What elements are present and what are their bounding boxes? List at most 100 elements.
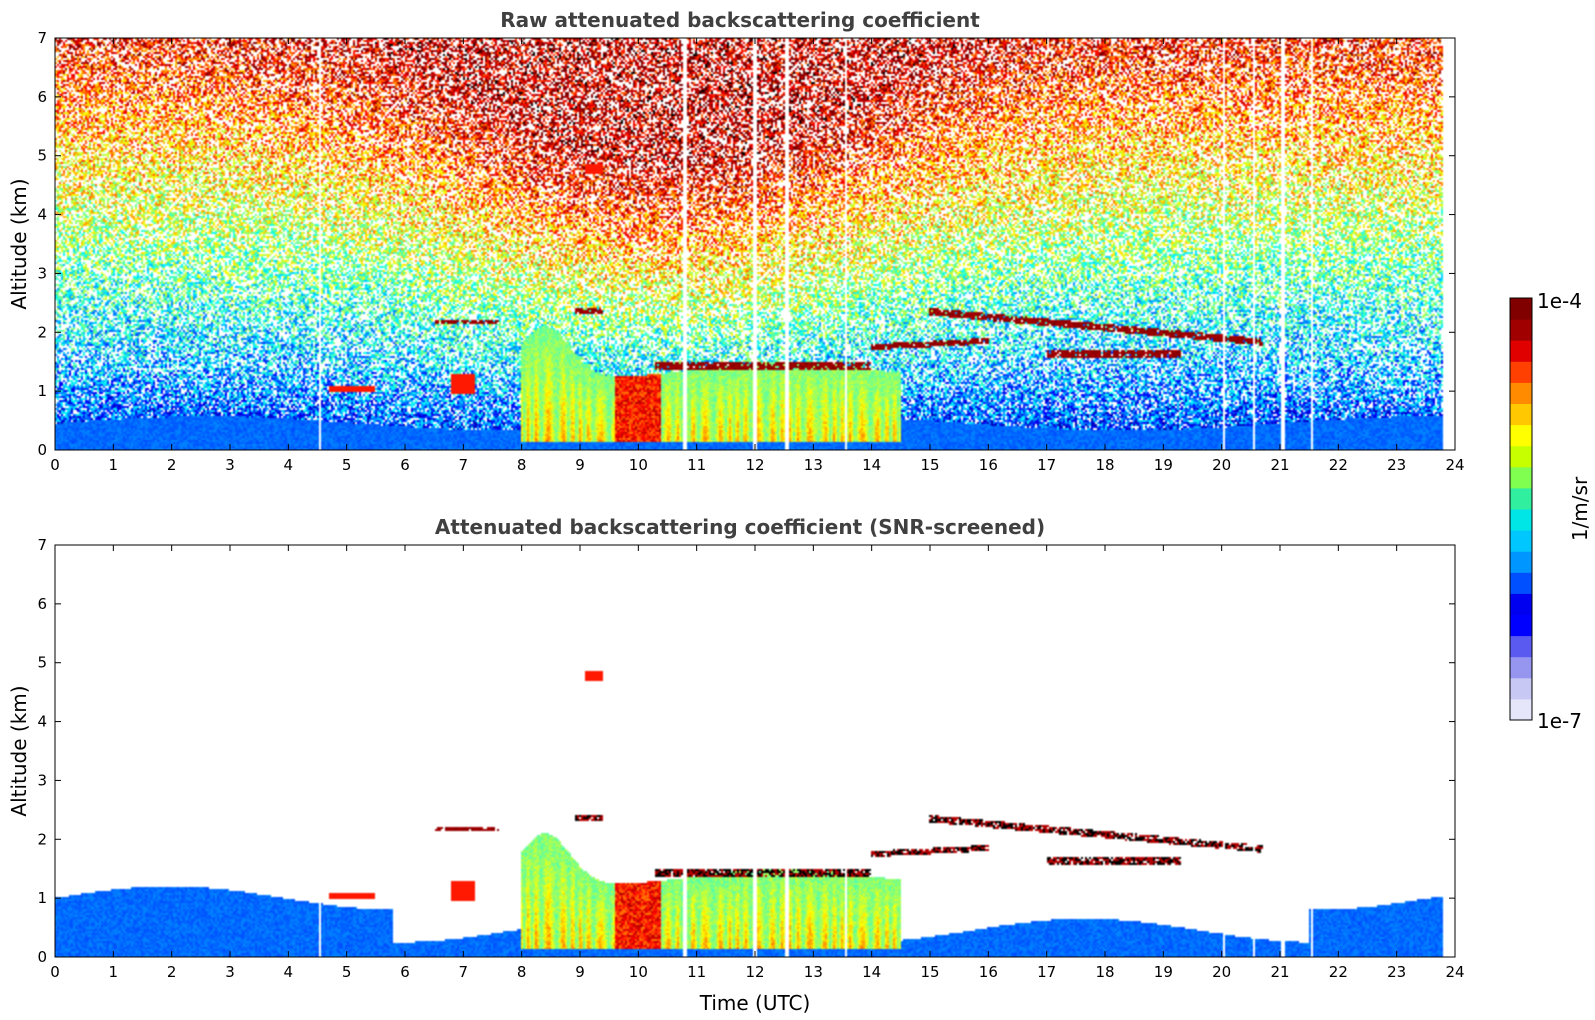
colorbar-swatch — [1510, 593, 1532, 615]
colorbar-swatch — [1510, 698, 1532, 721]
x-tick-label: 10 — [629, 963, 648, 981]
y-tick-label: 2 — [37, 323, 47, 341]
x-tick-label: 13 — [804, 963, 823, 981]
x-tick-label: 6 — [400, 963, 410, 981]
x-tick-label: 17 — [1037, 963, 1056, 981]
snr-screened-panel: Attenuated backscattering coefficient (S… — [7, 515, 1465, 1015]
x-tick-label: 16 — [979, 963, 998, 981]
y-tick-label: 3 — [37, 264, 47, 282]
colorbar-swatch — [1510, 445, 1532, 468]
x-tick-label: 11 — [687, 963, 706, 981]
x-tick-label: 2 — [167, 456, 177, 474]
x-tick-label: 18 — [1095, 456, 1114, 474]
colorbar-min-label: 1e-7 — [1537, 709, 1582, 733]
x-tick-label: 13 — [804, 456, 823, 474]
x-tick-label: 14 — [862, 963, 881, 981]
x-tick-label: 3 — [225, 963, 235, 981]
colorbar-swatch — [1510, 340, 1532, 362]
x-tick-label: 22 — [1329, 456, 1348, 474]
colorbar-swatch — [1510, 361, 1532, 383]
colorbar-swatch — [1510, 614, 1532, 637]
colorbar-swatch — [1510, 424, 1532, 447]
y-tick-label: 4 — [37, 713, 47, 731]
x-tick-label: 10 — [629, 456, 648, 474]
colorbar-swatch — [1510, 509, 1532, 531]
y-tick-label: 0 — [37, 441, 47, 459]
x-tick-label: 22 — [1329, 963, 1348, 981]
y-tick-label: 6 — [37, 88, 47, 106]
x-tick-label: 12 — [745, 456, 764, 474]
y-tick-label: 5 — [37, 654, 47, 672]
y-tick-label: 3 — [37, 771, 47, 789]
x-tick-label: 12 — [745, 963, 764, 981]
x-tick-label: 24 — [1445, 456, 1464, 474]
x-tick-label: 24 — [1445, 963, 1464, 981]
colorbar-unit-label: 1/m/sr — [1568, 476, 1592, 541]
colorbar-swatch — [1510, 403, 1532, 426]
heatmap-image — [55, 545, 1455, 957]
x-tick-label: 9 — [575, 963, 585, 981]
chart-title: Raw attenuated backscattering coefficien… — [500, 8, 980, 32]
x-tick-label: 5 — [342, 456, 352, 474]
colorbar-swatch — [1510, 656, 1532, 679]
x-tick-label: 9 — [575, 456, 585, 474]
x-tick-label: 5 — [342, 963, 352, 981]
x-tick-label: 8 — [517, 963, 527, 981]
heatmap-image — [55, 38, 1455, 450]
raw-backscatter-panel: Raw attenuated backscattering coefficien… — [7, 8, 1465, 474]
colorbar-swatch — [1510, 298, 1532, 320]
colorbar-max-label: 1e-4 — [1537, 289, 1582, 313]
y-tick-label: 7 — [37, 29, 47, 47]
axis-ticks: 0 1 2 3 4 5 6 7 8 9 10 11 12 13 14 15 16 17 18 19 20 21 22 23 24… — [37, 29, 1464, 474]
x-tick-label: 20 — [1212, 963, 1231, 981]
chart-title: Attenuated backscattering coefficient (S… — [435, 515, 1045, 539]
y-tick-label: 1 — [37, 889, 47, 907]
x-tick-label: 15 — [920, 963, 939, 981]
x-tick-label: 16 — [979, 456, 998, 474]
x-tick-label: 23 — [1387, 963, 1406, 981]
x-tick-label: 17 — [1037, 456, 1056, 474]
colorbar-swatch — [1510, 635, 1532, 658]
colorbar: 1e-4 1e-7 1/m/sr — [1509, 289, 1592, 733]
x-tick-label: 1 — [109, 456, 119, 474]
x-tick-label: 6 — [400, 456, 410, 474]
colorbar-swatch — [1510, 530, 1532, 552]
axis-ticks: 0 1 2 3 4 5 6 7 8 9 10 11 12 13 14 15 16 17 18 19 20 21 22 23 24… — [37, 536, 1464, 981]
x-tick-label: 21 — [1270, 963, 1289, 981]
y-tick-label: 4 — [37, 206, 47, 224]
y-tick-label: 2 — [37, 830, 47, 848]
colorbar-swatches — [1510, 298, 1532, 721]
x-tick-label: 14 — [862, 456, 881, 474]
colorbar-swatch — [1510, 466, 1532, 489]
colorbar-frame — [1509, 297, 1533, 721]
y-axis-label: Altitude (km) — [7, 178, 31, 309]
colorbar-swatch — [1510, 487, 1532, 510]
x-tick-label: 4 — [284, 963, 294, 981]
x-tick-label: 15 — [920, 456, 939, 474]
y-axis-label: Altitude (km) — [7, 685, 31, 816]
y-tick-label: 7 — [37, 536, 47, 554]
x-tick-label: 19 — [1154, 456, 1173, 474]
y-tick-label: 5 — [37, 147, 47, 165]
colorbar-swatch — [1510, 319, 1532, 341]
x-tick-label: 0 — [50, 963, 60, 981]
x-tick-label: 1 — [109, 963, 119, 981]
colorbar-swatch — [1510, 382, 1532, 404]
x-tick-label: 21 — [1270, 456, 1289, 474]
colorbar-swatch — [1510, 551, 1532, 573]
x-tick-label: 3 — [225, 456, 235, 474]
x-tick-label: 7 — [459, 963, 469, 981]
x-tick-label: 4 — [284, 456, 294, 474]
x-tick-label: 7 — [459, 456, 469, 474]
x-tick-label: 18 — [1095, 963, 1114, 981]
y-tick-label: 6 — [37, 595, 47, 613]
x-tick-label: 0 — [50, 456, 60, 474]
y-tick-label: 0 — [37, 948, 47, 966]
x-tick-label: 8 — [517, 456, 527, 474]
x-tick-label: 2 — [167, 963, 177, 981]
x-tick-label: 23 — [1387, 456, 1406, 474]
colorbar-swatch — [1510, 572, 1532, 594]
colorbar-swatch — [1510, 677, 1532, 700]
x-tick-label: 11 — [687, 456, 706, 474]
y-tick-label: 1 — [37, 382, 47, 400]
